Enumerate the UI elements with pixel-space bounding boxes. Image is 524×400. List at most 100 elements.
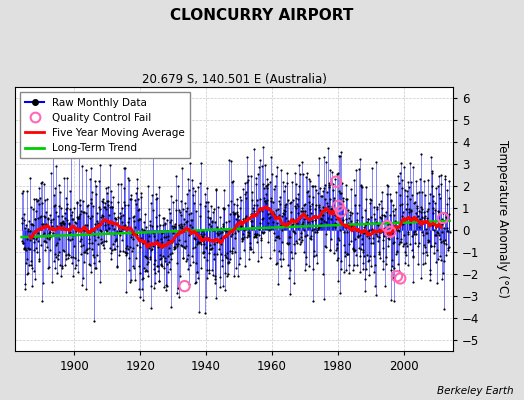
Point — [234, 228, 242, 234]
Point — [240, 234, 248, 240]
Point — [269, 230, 278, 236]
Point — [294, 236, 303, 242]
Point — [220, 227, 228, 233]
Point — [418, 188, 426, 195]
Point — [75, 197, 84, 203]
Point — [414, 239, 423, 246]
Point — [405, 206, 413, 212]
Point — [24, 228, 32, 234]
Point — [102, 227, 111, 233]
Point — [252, 174, 260, 181]
Point — [146, 254, 154, 260]
Point — [114, 199, 123, 205]
Point — [300, 227, 309, 233]
Point — [128, 230, 136, 236]
Point — [353, 210, 362, 217]
Point — [196, 264, 205, 271]
Point — [387, 267, 395, 273]
Point — [192, 278, 200, 285]
Point — [141, 211, 150, 217]
Point — [28, 283, 36, 290]
Point — [350, 248, 358, 254]
Point — [411, 228, 420, 234]
Point — [50, 203, 59, 210]
Point — [229, 245, 237, 252]
Point — [132, 189, 140, 196]
Point — [434, 208, 442, 214]
Point — [444, 228, 452, 234]
Point — [211, 272, 220, 279]
Point — [204, 214, 213, 221]
Point — [254, 258, 262, 264]
Point — [166, 210, 174, 216]
Point — [186, 226, 194, 233]
Point — [373, 206, 381, 212]
Point — [398, 213, 406, 219]
Point — [60, 248, 68, 255]
Point — [125, 267, 134, 274]
Point — [262, 191, 270, 198]
Point — [113, 263, 121, 269]
Point — [422, 230, 430, 236]
Point — [440, 306, 449, 312]
Point — [79, 242, 88, 248]
Point — [426, 270, 434, 277]
Point — [280, 204, 289, 210]
Point — [414, 213, 422, 219]
Point — [354, 234, 362, 240]
Point — [206, 242, 214, 248]
Point — [189, 245, 198, 252]
Point — [318, 212, 326, 219]
Point — [147, 200, 156, 206]
Point — [149, 151, 157, 158]
Point — [417, 275, 425, 282]
Point — [159, 222, 168, 229]
Point — [20, 245, 29, 251]
Point — [86, 215, 94, 221]
Point — [384, 183, 392, 190]
Point — [165, 259, 173, 265]
Point — [333, 240, 341, 247]
Point — [104, 184, 112, 190]
Point — [140, 265, 148, 271]
Point — [388, 275, 397, 282]
Point — [382, 230, 390, 237]
Point — [344, 207, 352, 214]
Point — [436, 172, 445, 178]
Point — [197, 231, 205, 238]
Point — [356, 253, 365, 259]
Point — [349, 266, 357, 273]
Point — [409, 279, 417, 285]
Point — [316, 207, 324, 214]
Point — [219, 221, 227, 227]
Point — [60, 214, 69, 221]
Point — [123, 250, 131, 256]
Point — [220, 205, 228, 211]
Point — [218, 229, 226, 236]
Point — [441, 176, 449, 182]
Point — [229, 209, 237, 215]
Point — [60, 219, 68, 226]
Point — [302, 212, 311, 218]
Point — [423, 239, 432, 245]
Point — [96, 227, 104, 233]
Point — [34, 215, 42, 221]
Point — [339, 195, 347, 201]
Point — [174, 237, 183, 243]
Point — [340, 269, 348, 275]
Point — [261, 225, 269, 231]
Point — [316, 222, 324, 228]
Point — [47, 170, 55, 176]
Point — [286, 234, 294, 240]
Point — [167, 304, 175, 310]
Point — [267, 197, 275, 204]
Point — [348, 225, 357, 231]
Point — [205, 221, 213, 228]
Point — [129, 236, 137, 243]
Point — [48, 279, 56, 285]
Point — [419, 242, 428, 249]
Point — [395, 228, 403, 234]
Point — [255, 232, 263, 238]
Point — [69, 254, 78, 260]
Point — [417, 209, 425, 215]
